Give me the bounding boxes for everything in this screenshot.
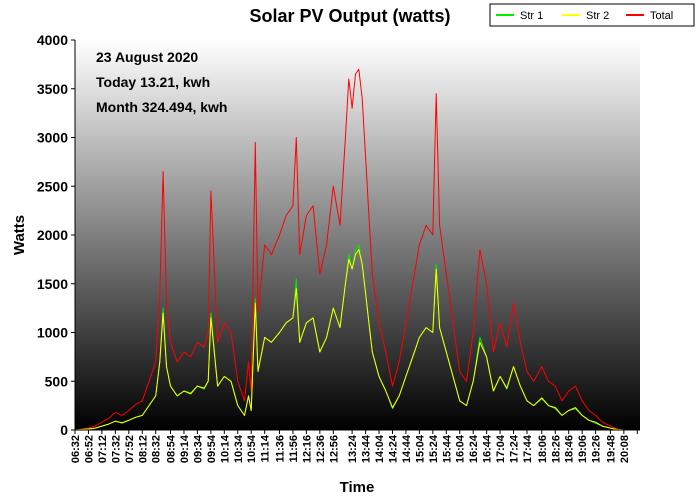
y-tick-label: 500	[45, 373, 69, 389]
y-tick-label: 2500	[37, 178, 68, 194]
x-tick-label: 17:04	[495, 434, 507, 463]
x-tick-label: 15:24	[428, 434, 440, 463]
series-line-str-2	[74, 249, 631, 431]
x-axis-label: Time	[340, 479, 375, 496]
x-tick-label: 12:16	[301, 435, 313, 463]
x-tick-label: 09:34	[192, 434, 204, 463]
y-tick-label: 1000	[37, 325, 68, 341]
legend-label-str-1: Str 1	[520, 10, 543, 22]
x-tick-label: 06:32	[70, 435, 82, 463]
x-tick-label: 20:08	[619, 435, 631, 463]
series-line-total	[74, 68, 631, 431]
x-tick-label: 10:14	[219, 434, 231, 463]
x-tick-label: 18:26	[550, 435, 562, 463]
x-tick-label: 07:12	[97, 435, 109, 463]
date-annotation: 23 August 2020	[96, 49, 198, 65]
x-tick-label: 09:54	[206, 434, 218, 463]
x-tick-label: 08:32	[151, 435, 163, 463]
y-tick-label: 3000	[37, 130, 68, 146]
x-tick-label: 19:06	[577, 435, 589, 463]
y-tick-label: 3500	[37, 81, 68, 97]
legend-label-total: Total	[650, 10, 673, 22]
month-energy-annotation: Month 324.494, kwh	[96, 99, 227, 115]
y-axis: 0 500 1000 1500 2000 2500 3000 3500 4000	[37, 32, 76, 438]
x-tick-label: 07:32	[110, 435, 122, 463]
x-tick-label: 07:52	[124, 435, 136, 463]
x-tick-label: 16:04	[455, 434, 467, 463]
x-tick-label: 19:48	[605, 435, 617, 463]
x-tick-label: 08:12	[137, 435, 149, 463]
legend-box	[489, 3, 695, 27]
x-tick-label: 14:24	[388, 434, 400, 463]
x-tick-label: 06:52	[84, 435, 96, 463]
legend: Str 1 Str 2 Total	[489, 3, 695, 27]
x-tick-label: 16:24	[468, 434, 480, 463]
x-tick-label: 11:14	[260, 434, 272, 462]
x-tick-label: 14:04	[374, 434, 386, 463]
x-tick-label: 10:54	[246, 434, 258, 463]
x-tick-label: 10:34	[233, 434, 245, 463]
x-tick-label: 11:36	[275, 435, 287, 463]
today-energy-annotation: Today 13.21, kwh	[96, 74, 210, 90]
x-tick-label: 19:26	[591, 435, 603, 463]
y-axis-label: Watts	[11, 215, 28, 255]
x-tick-label: 18:46	[564, 435, 576, 463]
chart-title: Solar PV Output (watts)	[249, 6, 450, 26]
x-tick-label: 13:24	[347, 434, 359, 463]
x-tick-label: 11:56	[288, 435, 300, 463]
x-tick-label: 13:44	[361, 434, 373, 463]
x-tick-label: 17:44	[522, 434, 534, 463]
x-axis: 06:32 06:52 07:12 07:32 07:52 08:12 08:32 08:54…	[70, 429, 640, 463]
y-tick-label: 0	[60, 422, 68, 438]
x-tick-label: 08:54	[166, 434, 178, 463]
x-tick-label: 12:56	[328, 435, 340, 463]
x-tick-label: 15:44	[441, 434, 453, 463]
y-tick-label: 1500	[37, 276, 68, 292]
plot-area	[75, 40, 640, 430]
y-tick-label: 4000	[37, 32, 68, 48]
x-tick-label: 14:44	[401, 434, 413, 463]
legend-label-str-2: Str 2	[586, 10, 609, 22]
series-layer	[74, 68, 631, 431]
x-tick-label: 15:04	[414, 434, 426, 463]
x-tick-label: 16:44	[482, 434, 494, 463]
x-tick-label: 17:24	[509, 434, 521, 463]
y-tick-label: 2000	[37, 227, 68, 243]
x-tick-label: 09:14	[179, 434, 191, 463]
x-tick-label: 12:36	[315, 435, 327, 463]
x-tick-label: 18:06	[537, 435, 549, 463]
